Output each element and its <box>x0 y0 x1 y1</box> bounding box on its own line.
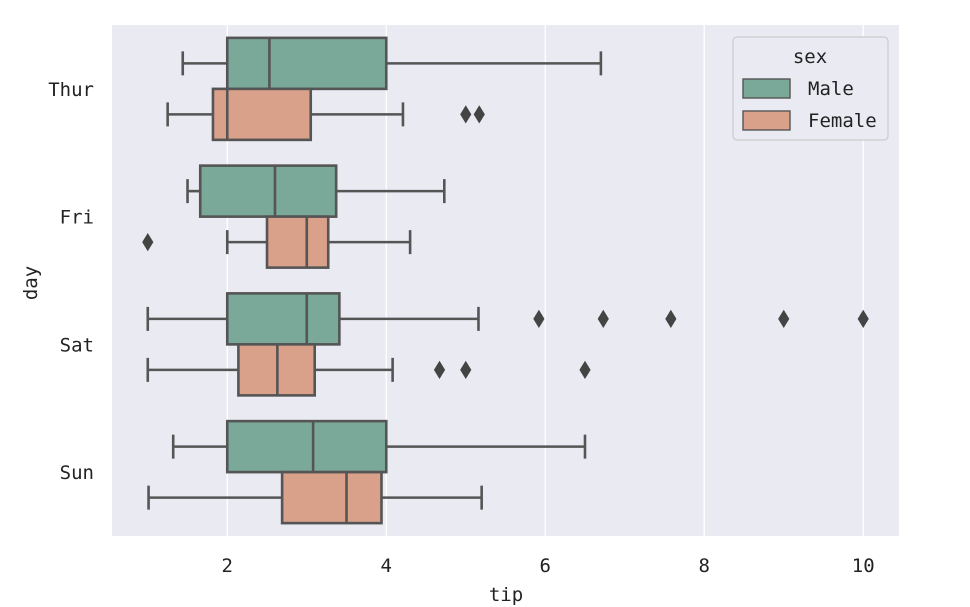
outlier-male-sat <box>778 309 790 328</box>
legend-swatch-female <box>742 110 791 131</box>
box-male-sun <box>225 419 388 474</box>
legend: sex Male Female <box>732 36 889 141</box>
outlier-female-sat <box>433 360 446 379</box>
outlier-male-sat <box>597 309 609 328</box>
outlier-male-sat <box>665 309 677 328</box>
y-tick-label: Sat <box>60 334 94 356</box>
x-tick-label: 6 <box>540 555 551 577</box>
x-axis-label: tip <box>489 584 523 606</box>
x-tick-labels: 2 4 6 8 10 <box>222 555 875 577</box>
outlier-female-sat <box>460 360 472 379</box>
outlier-female-sat <box>579 360 591 379</box>
x-tick-label: 10 <box>852 555 875 577</box>
box-male-fri <box>198 164 338 218</box>
y-tick-labels: Thur Fri Sat Sun <box>48 79 94 484</box>
box-female-sun <box>280 470 383 525</box>
box-female-thur <box>211 87 313 142</box>
outlier-male-sat <box>857 309 869 328</box>
y-axis-label: day <box>20 266 42 300</box>
outlier-male-sat <box>533 309 545 328</box>
legend-label-female: Female <box>808 110 877 132</box>
box-female-fri <box>265 215 330 269</box>
legend-label-male: Male <box>808 78 854 100</box>
box-male-sat <box>225 292 341 346</box>
box-male-thur <box>225 36 388 91</box>
x-tick-label: 4 <box>381 555 392 577</box>
x-tick-label: 2 <box>222 555 233 577</box>
outlier-female-fri <box>142 233 154 252</box>
outlier-female-thur <box>460 105 472 124</box>
y-tick-label: Sun <box>60 462 94 484</box>
outlier-female-thur <box>473 105 485 124</box>
legend-title: sex <box>793 46 827 68</box>
x-tick-label: 8 <box>699 555 710 577</box>
legend-swatch-male <box>742 78 791 99</box>
y-tick-label: Fri <box>60 207 94 229</box>
box-groups <box>142 36 869 525</box>
y-tick-label: Thur <box>48 79 94 101</box>
